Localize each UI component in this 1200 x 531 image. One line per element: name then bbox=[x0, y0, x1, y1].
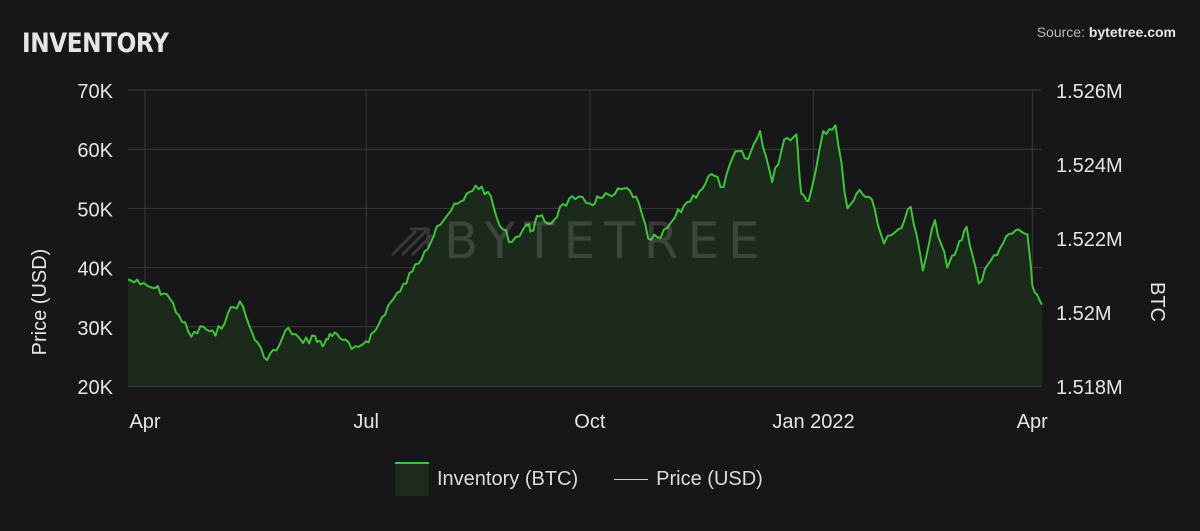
axes-layer: 20K 30K 40K 50K 60K 70K 1.518M 1.52M 1.522M 1.524… bbox=[77, 81, 1122, 433]
y-left-tick-label: 20K bbox=[77, 377, 113, 399]
y-right-tick-label: 1.526M bbox=[1056, 81, 1123, 103]
bytetree-logo-icon bbox=[390, 227, 434, 257]
x-tick-label: Oct bbox=[574, 411, 606, 433]
y-left-tick-label: 60K bbox=[77, 140, 113, 162]
legend-label-inventory: Inventory (BTC) bbox=[437, 467, 579, 490]
y-right-tick-label: 1.518M bbox=[1056, 377, 1123, 399]
inventory-area bbox=[128, 125, 1042, 386]
x-tick-label: Apr bbox=[129, 411, 160, 433]
legend: Inventory (BTC) Price (USD) bbox=[395, 462, 763, 496]
y-right-tick-label: 1.52M bbox=[1056, 303, 1112, 325]
y-left-tick-label: 30K bbox=[77, 318, 113, 340]
y-right-axis-label: BTC bbox=[1146, 282, 1168, 322]
legend-swatch-price bbox=[614, 478, 649, 480]
y-right-tick-label: 1.524M bbox=[1056, 155, 1123, 177]
chart-title: INVENTORY bbox=[22, 28, 169, 59]
area-layer bbox=[127, 124, 1043, 386]
y-right-tick-label: 1.522M bbox=[1056, 229, 1123, 251]
inventory-line bbox=[127, 124, 1043, 362]
source-site: bytetree.com bbox=[1088, 24, 1176, 40]
x-tick-label: Jul bbox=[353, 411, 379, 433]
x-tick-label: Apr bbox=[1017, 411, 1048, 433]
y-left-axis-label: Price (USD) bbox=[29, 249, 51, 356]
y-left-tick-label: 40K bbox=[77, 259, 113, 281]
source-prefix: Source: bbox=[1036, 24, 1085, 40]
legend-label-price: Price (USD) bbox=[656, 467, 763, 490]
legend-swatch-inventory bbox=[395, 462, 429, 496]
y-left-tick-label: 70K bbox=[77, 81, 113, 103]
y-left-tick-label: 50K bbox=[77, 199, 113, 221]
x-tick-label: Jan 2022 bbox=[772, 411, 854, 433]
watermark: BYTETREE bbox=[388, 212, 769, 270]
watermark-text: BYTETREE bbox=[444, 212, 769, 270]
source-credit: Source: bytetree.com bbox=[1037, 24, 1176, 40]
